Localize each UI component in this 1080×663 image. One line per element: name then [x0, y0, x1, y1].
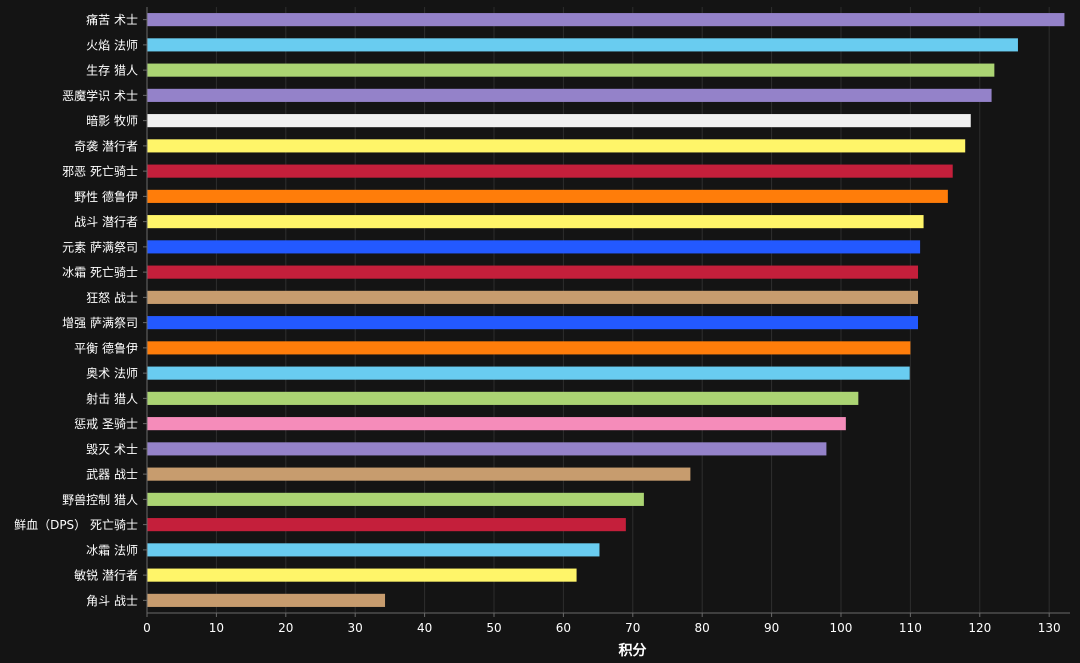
- category-label: 战斗 潜行者: [74, 215, 138, 229]
- grid-lines: [215, 7, 1050, 613]
- category-label: 角斗 战士: [86, 594, 138, 608]
- category-label: 奇袭 潜行者: [74, 138, 138, 153]
- category-label: 狂怒 战士: [86, 290, 138, 305]
- x-tick-label: 20: [278, 621, 293, 635]
- bar: [147, 442, 827, 456]
- bars: [147, 13, 1065, 607]
- bar: [147, 417, 846, 431]
- x-tick-label: 120: [968, 621, 991, 635]
- bar: [147, 189, 948, 203]
- axes: [143, 7, 1070, 617]
- bar: [147, 568, 577, 582]
- x-tick-label: 0: [143, 621, 151, 635]
- x-tick-label: 100: [830, 621, 853, 635]
- category-label: 邪恶 死亡骑士: [62, 165, 138, 179]
- bar: [147, 518, 626, 532]
- category-label: 毁灭 术士: [86, 441, 138, 456]
- category-label: 平衡 德鲁伊: [74, 340, 138, 355]
- bar: [147, 215, 924, 229]
- category-label: 火焰 法师: [86, 37, 138, 52]
- bar: [147, 467, 691, 481]
- bar: [147, 88, 992, 102]
- category-label: 野性 德鲁伊: [74, 189, 138, 204]
- category-label: 鲜血（DPS） 死亡骑士: [14, 518, 138, 532]
- category-label: 生存 猎人: [86, 64, 138, 78]
- bar: [147, 316, 919, 330]
- category-label: 惩戒 圣骑士: [74, 417, 138, 431]
- x-tick-label: 70: [625, 621, 640, 635]
- bar: [147, 290, 919, 304]
- bar: [147, 63, 995, 77]
- bar: [147, 139, 966, 153]
- category-label: 元素 萨满祭司: [62, 240, 138, 254]
- category-label: 恶魔学识 术士: [62, 88, 138, 103]
- bar: [147, 492, 644, 506]
- x-tick-label: 110: [899, 621, 922, 635]
- x-tick-label: 40: [417, 621, 432, 635]
- bar: [147, 366, 910, 380]
- category-label: 射击 猎人: [86, 391, 138, 406]
- category-label: 痛苦 术士: [86, 12, 138, 27]
- category-label: 暗影 牧师: [86, 113, 138, 128]
- x-tick-label: 80: [695, 621, 710, 635]
- bar: [147, 240, 921, 254]
- tick-labels: 0 10 20 30 40 50 60 70 80 90 100 110 120 130: [143, 621, 1060, 635]
- bar: [147, 114, 971, 128]
- bar: [147, 593, 386, 607]
- bar: [147, 341, 911, 355]
- x-tick-label: 50: [486, 621, 501, 635]
- category-label: 奥术 法师: [86, 367, 138, 381]
- category-label: 冰霜 法师: [86, 543, 138, 557]
- bar: [147, 164, 953, 178]
- bar: [147, 13, 1065, 27]
- category-label: 冰霜 死亡骑士: [62, 266, 138, 280]
- category-label: 敏锐 潜行者: [74, 568, 138, 583]
- category-label: 增强 萨满祭司: [62, 316, 138, 330]
- x-tick-label: 130: [1038, 621, 1061, 635]
- category-label: 武器 战士: [86, 468, 138, 482]
- x-axis-title: 积分: [619, 642, 647, 659]
- bar: [147, 391, 859, 405]
- x-tick-label: 10: [209, 621, 224, 635]
- bar: [147, 265, 919, 279]
- bar: [147, 543, 600, 557]
- x-tick-label: 30: [348, 621, 363, 635]
- bar: [147, 38, 1018, 52]
- x-tick-label: 90: [764, 621, 779, 635]
- category-label: 野兽控制 猎人: [62, 493, 138, 507]
- x-tick-label: 60: [556, 621, 571, 635]
